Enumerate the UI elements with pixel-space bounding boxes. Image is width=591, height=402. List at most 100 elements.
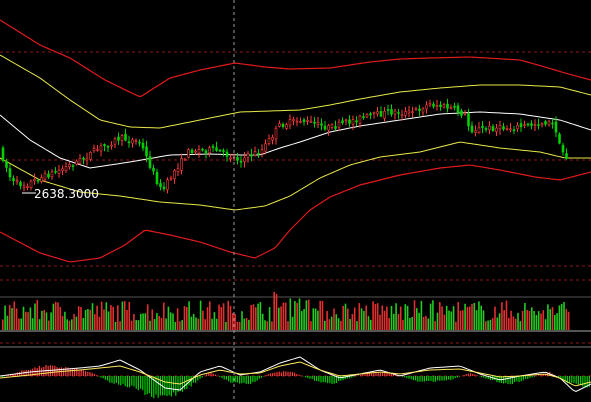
candle-body bbox=[432, 103, 435, 107]
volume-bar bbox=[128, 301, 131, 330]
candle-body bbox=[194, 150, 197, 153]
volume-bar bbox=[266, 321, 269, 330]
volume-bar bbox=[100, 301, 103, 330]
candle-body bbox=[456, 105, 460, 113]
volume-bar bbox=[365, 305, 367, 330]
volume-bar bbox=[349, 319, 351, 330]
volume-bar bbox=[441, 306, 443, 330]
volume-bar bbox=[459, 310, 462, 330]
volume-bar bbox=[209, 301, 211, 330]
volume-bar bbox=[406, 305, 409, 330]
candle-body bbox=[386, 109, 390, 111]
candle-body bbox=[453, 105, 456, 108]
candle-body bbox=[411, 111, 414, 113]
price-panel bbox=[0, 19, 591, 263]
candle-body bbox=[22, 185, 26, 188]
candle-body bbox=[512, 129, 516, 132]
volume-bar bbox=[344, 303, 347, 330]
candle-body bbox=[530, 123, 533, 126]
volume-bar bbox=[487, 320, 489, 330]
volume-bar bbox=[411, 317, 413, 330]
volume-bar bbox=[485, 321, 487, 330]
candle-body bbox=[222, 150, 225, 152]
macd-dif-line bbox=[0, 356, 591, 393]
volume-bar bbox=[503, 310, 505, 330]
candle-body bbox=[103, 144, 106, 146]
volume-bar bbox=[551, 307, 554, 330]
volume-bar bbox=[27, 312, 29, 330]
volume-bar bbox=[165, 318, 167, 330]
volume-bar bbox=[367, 316, 370, 330]
volume-bar bbox=[510, 310, 512, 330]
volume-bar bbox=[181, 320, 183, 330]
candle-body bbox=[96, 149, 99, 151]
candle-body bbox=[64, 166, 68, 171]
volume-bar bbox=[54, 301, 57, 330]
volume-bar bbox=[172, 313, 174, 330]
volume-bar bbox=[229, 305, 232, 330]
volume-bar bbox=[133, 314, 135, 330]
volume-bar bbox=[291, 316, 294, 330]
volume-bar bbox=[314, 308, 317, 330]
volume-bar bbox=[195, 317, 197, 330]
volume-bar bbox=[317, 310, 319, 330]
candle-body bbox=[372, 112, 376, 114]
volume-bar bbox=[64, 311, 66, 330]
candle-body bbox=[218, 149, 222, 152]
volume-bar bbox=[250, 305, 252, 330]
volume-bar bbox=[110, 305, 112, 330]
volume-bar bbox=[264, 320, 266, 330]
candle-body bbox=[162, 186, 166, 189]
volume-bar bbox=[84, 309, 87, 330]
candle-body bbox=[54, 170, 57, 173]
volume-bar bbox=[508, 317, 510, 330]
candle-body bbox=[467, 113, 470, 127]
candle-body bbox=[330, 124, 334, 128]
volume-bar bbox=[282, 302, 285, 330]
volume-bar bbox=[333, 308, 335, 330]
candle-body bbox=[484, 128, 488, 130]
volume-bar bbox=[20, 318, 22, 330]
candle-body bbox=[281, 123, 285, 127]
volume-bar bbox=[434, 321, 436, 330]
candle-body bbox=[547, 121, 551, 126]
candle-body bbox=[344, 119, 348, 122]
volume-bar bbox=[337, 318, 340, 330]
volume-bar bbox=[547, 304, 549, 330]
volume-bar bbox=[186, 307, 188, 330]
volume-bar bbox=[199, 300, 202, 330]
candle-body bbox=[271, 137, 274, 141]
volume-bar bbox=[416, 308, 418, 330]
candle-body bbox=[92, 148, 96, 151]
volume-bar bbox=[342, 305, 344, 330]
volume-bar bbox=[370, 319, 372, 330]
volume-bar bbox=[130, 320, 133, 330]
volume-bar bbox=[466, 306, 469, 330]
volume-bar bbox=[491, 317, 494, 330]
volume-bar bbox=[321, 300, 324, 330]
volume-bar bbox=[190, 316, 193, 330]
volume-bar bbox=[45, 312, 48, 330]
volume-bar bbox=[151, 309, 154, 330]
volume-bar bbox=[66, 319, 68, 330]
volume-bar bbox=[278, 307, 280, 330]
volume-bar bbox=[163, 302, 165, 330]
volume-bar bbox=[140, 313, 142, 330]
candle-body bbox=[124, 133, 127, 141]
volume-bar bbox=[245, 317, 248, 330]
volume-bar bbox=[206, 307, 209, 330]
volume-bar bbox=[15, 308, 18, 330]
volume-bar bbox=[358, 303, 361, 330]
volume-bar bbox=[75, 316, 78, 330]
volume-bar bbox=[468, 306, 471, 330]
candle-body bbox=[302, 119, 306, 123]
volume-bar bbox=[142, 313, 144, 330]
candle-body bbox=[498, 124, 502, 130]
volume-bar bbox=[105, 302, 108, 330]
volume-bar bbox=[413, 300, 416, 330]
volume-bar bbox=[255, 307, 257, 330]
candle-body bbox=[421, 108, 425, 113]
candle-body bbox=[523, 124, 526, 126]
volume-bar bbox=[393, 313, 395, 330]
candle-body bbox=[110, 144, 113, 147]
